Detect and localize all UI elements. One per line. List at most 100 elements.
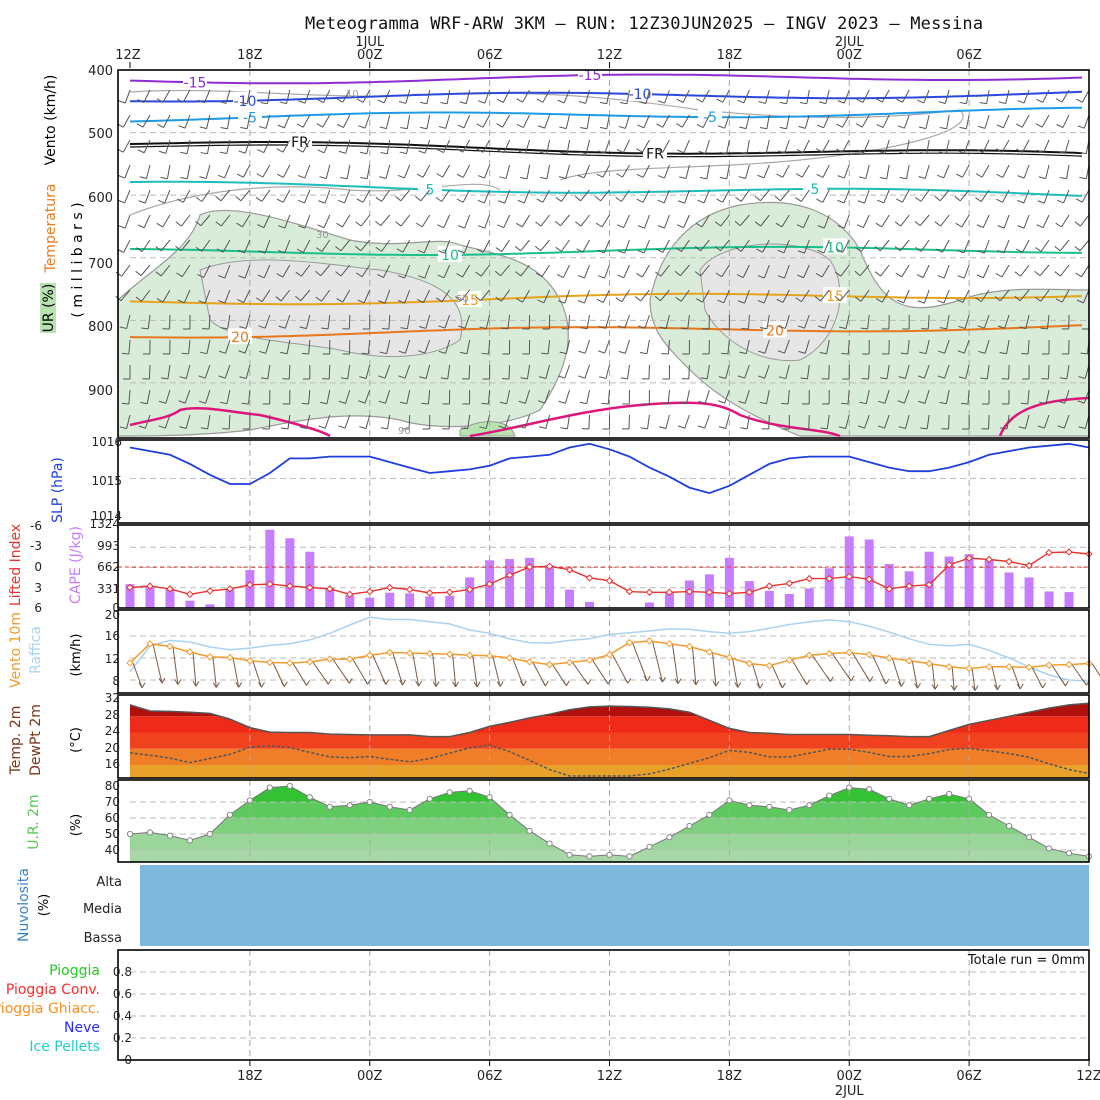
wind10-arrowhead [258,682,265,688]
li-point [965,554,973,562]
wind-barb [783,264,790,279]
wind-barb [983,239,990,254]
pressure-tick-label: 800 [88,320,113,335]
wind-barb [944,89,950,104]
bottom-time-tick-label: 18Z [717,1069,743,1084]
wind-barb [585,139,591,154]
wind-barb [819,351,827,355]
wind-barb [1017,100,1025,104]
cape-bar [385,592,395,608]
wind-barb [556,274,564,279]
wind-barb [926,139,930,154]
wind-barb [568,314,571,330]
cape-bar [565,589,575,608]
wind-barb [158,150,166,154]
li-point [645,588,654,596]
wind10-arrow [172,646,179,685]
wind-barb [965,364,970,379]
wind-barb [878,400,886,404]
wind-barb [516,98,523,103]
wind-barb [557,300,565,304]
wind-barb [859,264,870,277]
wind-barb [1059,239,1070,252]
wind-barb [1023,89,1030,104]
wind-barb [143,139,151,153]
wind10-point [965,664,973,673]
wind-barb [355,221,362,227]
wind-barb [280,351,288,355]
wind-barb [682,89,690,103]
wind-barb [1055,298,1063,303]
li-point [525,563,534,571]
wind-barb [582,239,590,253]
wind-barb [945,389,950,404]
wind-barb [243,239,251,254]
wind-barb [808,414,810,430]
wind-barb [228,414,231,430]
wind-barb [497,149,505,154]
wind-barb [121,402,129,405]
wind-barb [536,198,544,203]
wind-barb [700,239,710,252]
wind-barb [402,239,411,253]
li-point [186,590,194,599]
isotherm-label-bg [823,238,847,255]
wind-barb [377,274,384,279]
wind-barb [360,239,371,252]
wind-barb [995,272,1003,278]
wind10-point [206,653,214,661]
wind-barb [416,298,424,303]
cloud-unit-label: (%) [37,894,52,917]
wind-barb [679,401,687,405]
wind-barb [1034,270,1041,277]
rh2m-tick-label: 50 [105,827,120,841]
wind-barb [317,149,325,154]
wind-barb [1066,164,1070,179]
wind10-arrowhead [473,681,481,688]
wind-barb [427,389,431,404]
wind-barb [946,314,950,329]
wind-barb [297,199,305,204]
wind-barb [699,177,707,180]
wind-barb [695,222,703,228]
isotherm-label-bg [183,73,207,90]
wind-barb [284,214,291,229]
wind10-point [146,639,154,648]
wind-barb [338,150,346,154]
wind-barb [279,101,287,105]
wind10-point [126,659,134,667]
wind-barb [208,314,211,330]
wind-barb [667,389,670,404]
wind-barb [360,214,371,227]
wind-barb [759,127,767,130]
wind-barb [975,173,983,178]
cape-bar [145,585,155,608]
wind-barb [780,189,790,202]
wind-barb [266,89,271,104]
wind-barb [483,189,491,204]
wind-barb [345,139,351,154]
wind-barb [236,173,244,178]
wind-barb [976,224,984,229]
wind-barb [977,325,985,329]
wind-barb [1023,214,1030,229]
wind-barb [856,98,864,103]
wind10-point [1005,663,1013,671]
wind-barb [604,264,610,279]
wind-barb [446,89,451,104]
wind-barb [226,389,231,404]
wind-barb [320,401,328,405]
cape-bar [125,584,135,608]
wind-barb [404,289,411,304]
wind-barb [1075,98,1083,103]
wind-barb [617,274,624,279]
wind-barb [405,89,411,104]
wind-barb [584,364,590,379]
wind10-tick-label: 12 [105,652,120,666]
wind-barb [195,197,203,202]
wind-barb [257,274,265,279]
cape-bar [1024,577,1034,608]
wind-barb [264,314,271,329]
wind-barb [184,389,191,404]
wind-barb [327,314,331,329]
